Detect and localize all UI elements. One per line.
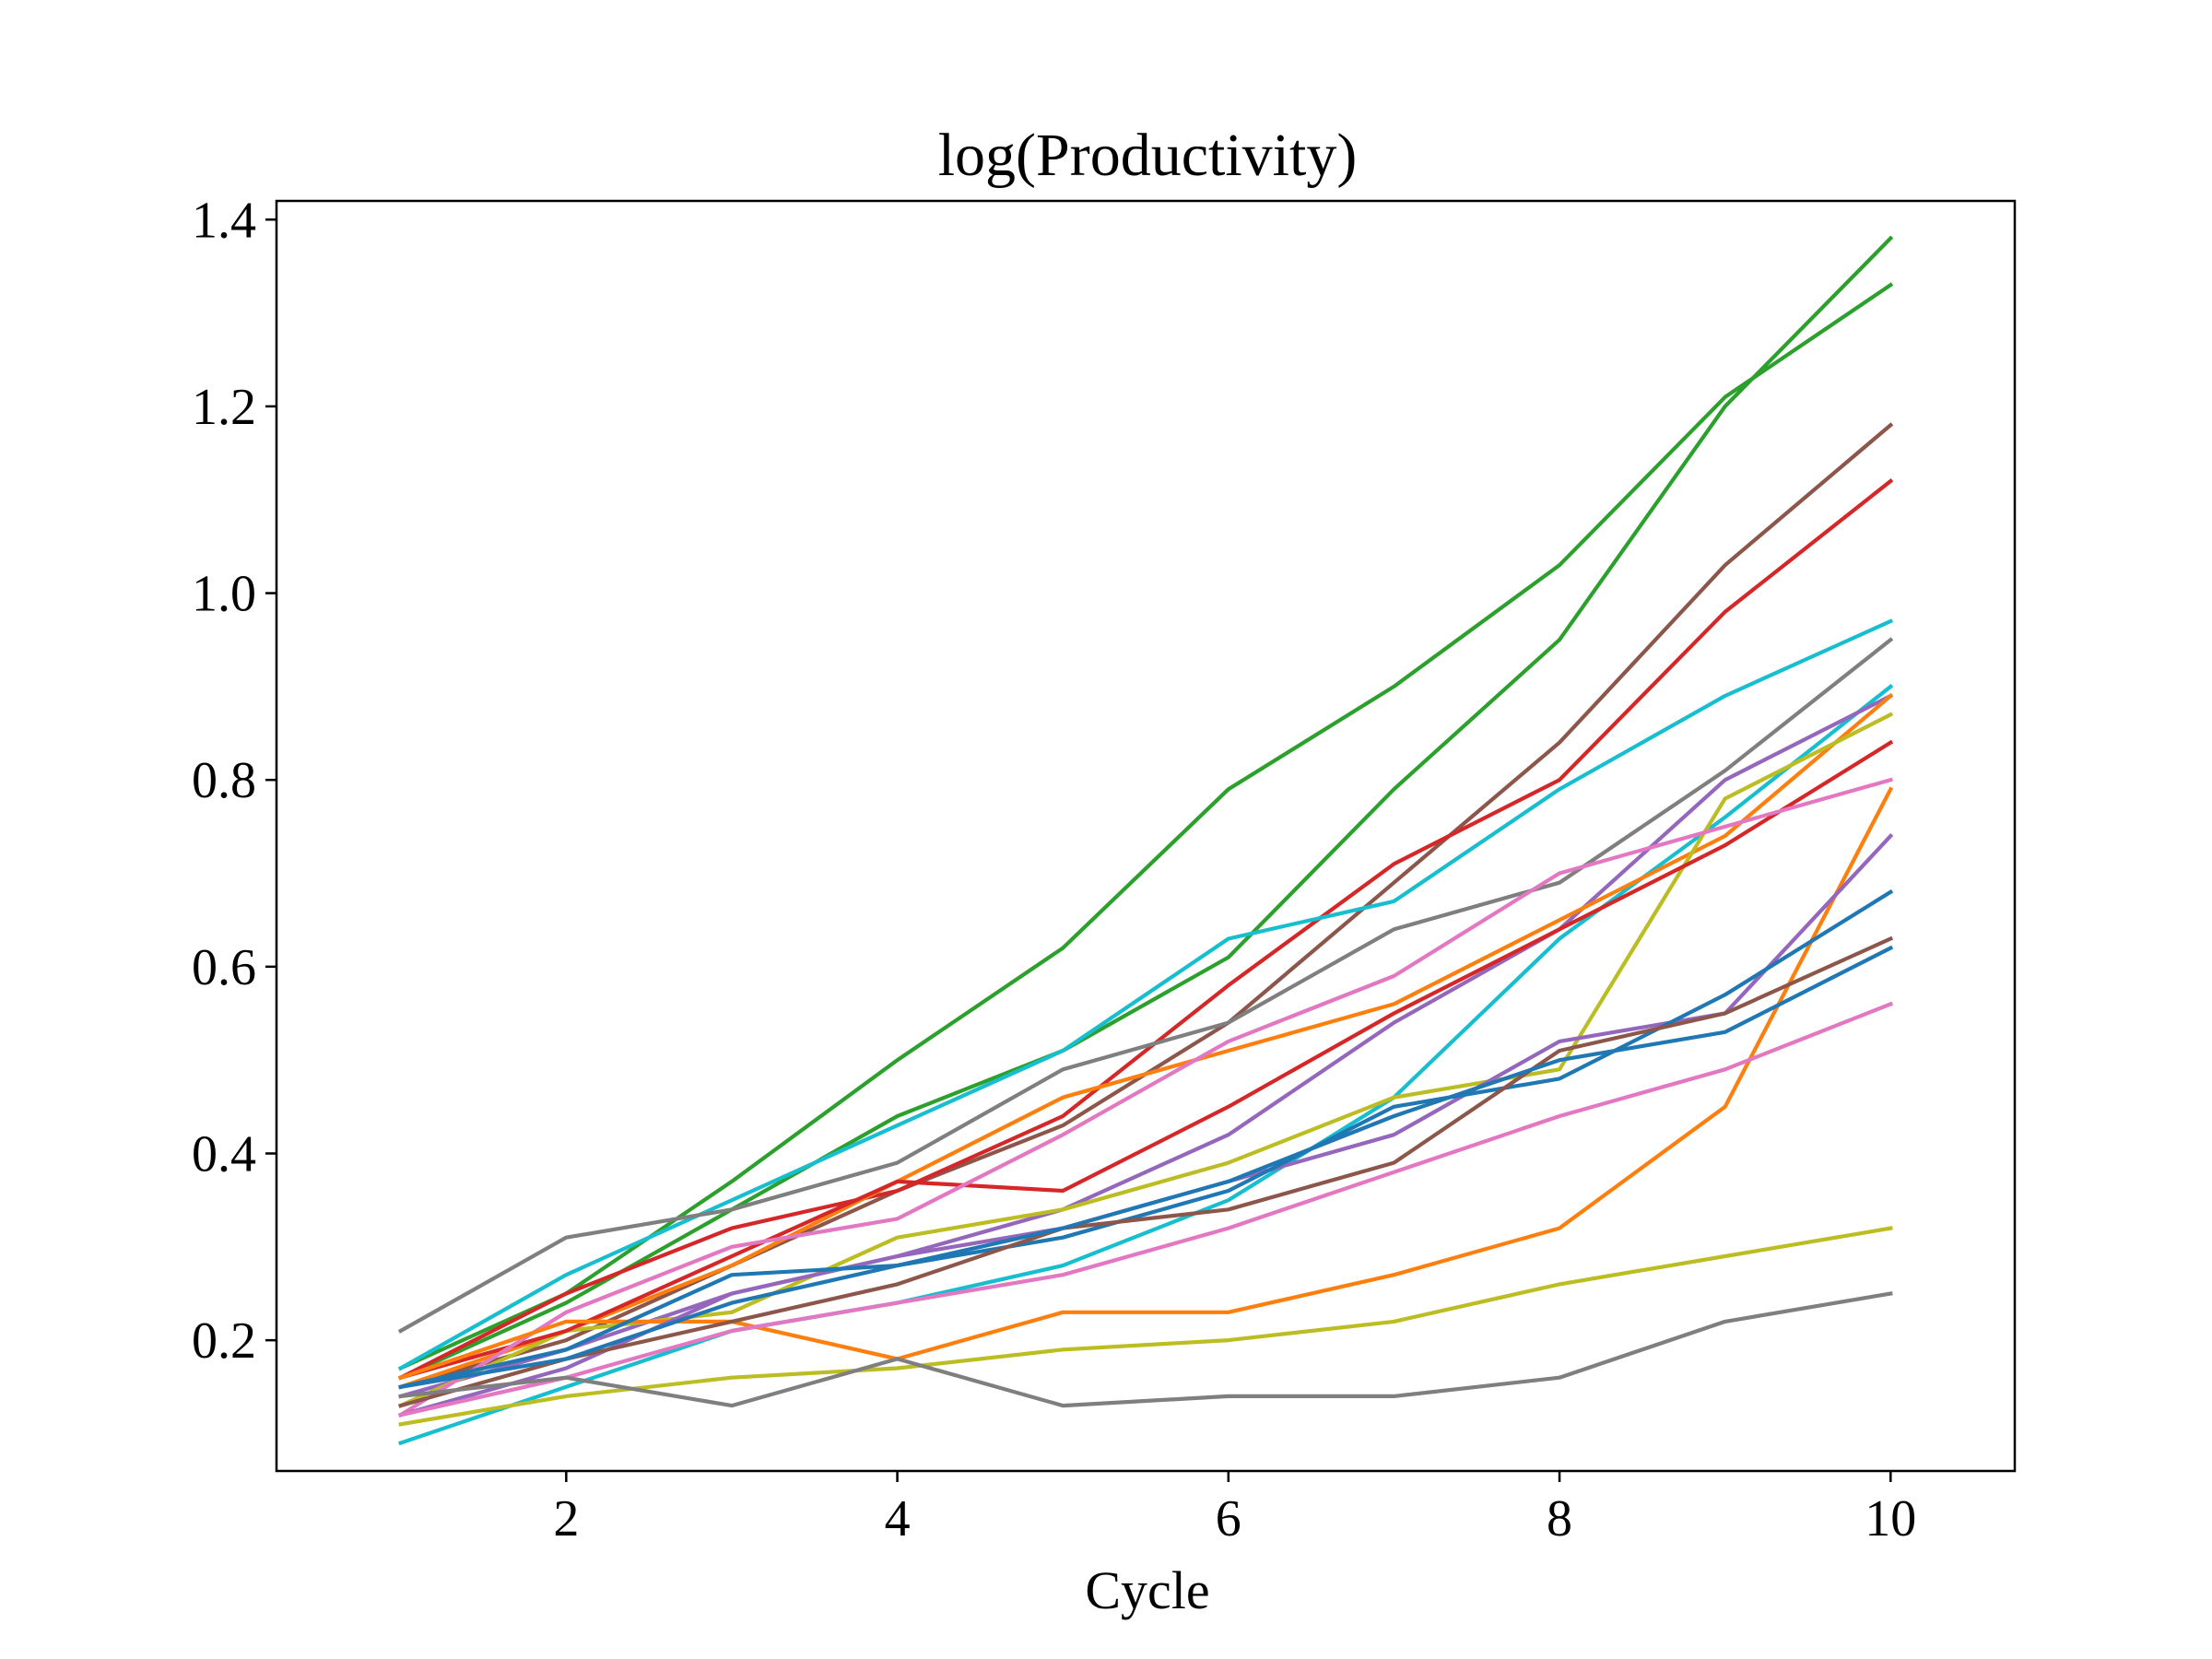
x-tick-label: 4 [885, 1490, 911, 1547]
series-line-2 [397, 235, 1894, 1381]
series-line-11 [398, 739, 1894, 1381]
y-axis: 0.2 0.4 0.6 0.8 1.0 1.2 1.4 [192, 192, 276, 1370]
y-tick-label: 1.0 [192, 566, 256, 623]
series-line-16 [398, 935, 1894, 1408]
series-line-19 [398, 1226, 1893, 1427]
chart-title: log(Productivity) [938, 122, 1358, 189]
series-line-17 [398, 945, 1894, 1390]
y-tick-label: 0.8 [192, 752, 256, 809]
y-tick-label: 0.2 [192, 1312, 256, 1370]
x-tick-label: 10 [1865, 1490, 1916, 1547]
series-line-20 [398, 1291, 1893, 1408]
series-lines [397, 235, 1894, 1446]
x-tick-label: 8 [1547, 1490, 1572, 1547]
y-tick-label: 1.4 [192, 192, 256, 249]
x-tick-label: 2 [553, 1490, 579, 1547]
series-line-18 [398, 1001, 1894, 1418]
series-line-9 [398, 693, 1894, 1390]
y-tick-label: 0.4 [192, 1126, 256, 1183]
series-line-6 [397, 637, 1894, 1334]
series-line-5 [397, 618, 1894, 1371]
x-axis-label: Cycle [1085, 1560, 1209, 1620]
series-line-13 [398, 786, 1894, 1381]
y-tick-label: 0.6 [192, 939, 256, 996]
y-tick-label: 1.2 [192, 379, 256, 436]
x-tick-label: 6 [1216, 1490, 1241, 1547]
series-line-15 [398, 888, 1894, 1390]
x-axis: 2 4 6 8 10 [553, 1471, 1916, 1547]
series-line-4 [397, 478, 1894, 1381]
plot-frame [275, 199, 2017, 1473]
series-line-12 [397, 777, 1893, 1418]
